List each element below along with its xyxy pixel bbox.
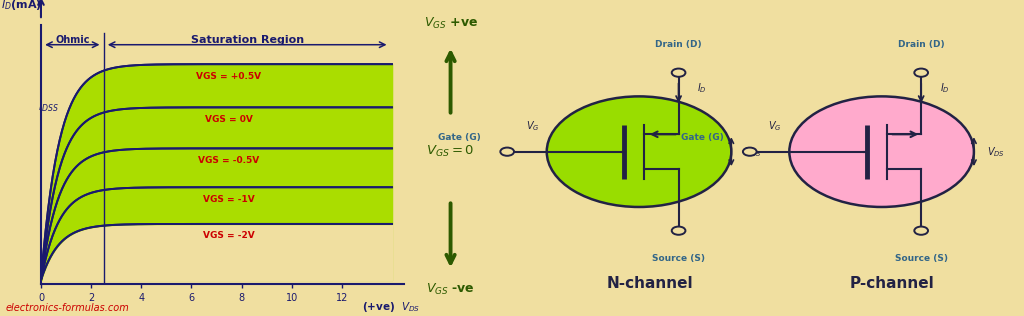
- Circle shape: [672, 69, 685, 77]
- Text: $V_{GS}=0$: $V_{GS}=0$: [426, 144, 475, 160]
- Text: $V_G$: $V_G$: [768, 119, 781, 133]
- Text: Saturation Region: Saturation Region: [191, 35, 304, 46]
- Text: $V_{GS}$ +ve: $V_{GS}$ +ve: [424, 15, 477, 31]
- Text: Source (S): Source (S): [895, 254, 947, 263]
- Text: Gate (G): Gate (G): [438, 133, 481, 142]
- Text: $V_{DS}$: $V_{DS}$: [744, 145, 763, 159]
- Text: $V_{GS}$ -ve: $V_{GS}$ -ve: [426, 283, 475, 297]
- Text: $V_{DS}$: $V_{DS}$: [987, 145, 1006, 159]
- Circle shape: [914, 69, 928, 77]
- Text: VGS = +0.5V: VGS = +0.5V: [197, 72, 261, 81]
- Circle shape: [501, 148, 514, 156]
- Circle shape: [547, 96, 731, 207]
- Circle shape: [790, 96, 974, 207]
- Text: Drain (D): Drain (D): [898, 40, 944, 49]
- Text: $I_D$: $I_D$: [940, 82, 949, 95]
- Text: $I_{DSS}$: $I_{DSS}$: [38, 100, 58, 114]
- Circle shape: [914, 227, 928, 235]
- Text: $V_G$: $V_G$: [525, 119, 540, 133]
- Text: VGS = 0V: VGS = 0V: [205, 115, 253, 124]
- Text: VGS = -1V: VGS = -1V: [203, 195, 255, 204]
- Circle shape: [672, 227, 685, 235]
- Text: electronics-formulas.com: electronics-formulas.com: [5, 303, 129, 313]
- Text: VGS = -0.5V: VGS = -0.5V: [199, 156, 260, 165]
- Text: VGS = -2V: VGS = -2V: [203, 232, 255, 240]
- Text: Gate (G): Gate (G): [681, 133, 723, 142]
- Text: $I_D$: $I_D$: [697, 82, 707, 95]
- Text: N-channel: N-channel: [606, 276, 693, 291]
- Text: P-channel: P-channel: [850, 276, 935, 291]
- Text: (+ve)  $V_{DS}$: (+ve) $V_{DS}$: [361, 300, 420, 313]
- Text: $I_D$(mA): $I_D$(mA): [1, 0, 42, 12]
- Text: Drain (D): Drain (D): [655, 40, 701, 49]
- Circle shape: [743, 148, 757, 156]
- Text: Ohmic: Ohmic: [55, 35, 89, 46]
- Text: Source (S): Source (S): [652, 254, 706, 263]
